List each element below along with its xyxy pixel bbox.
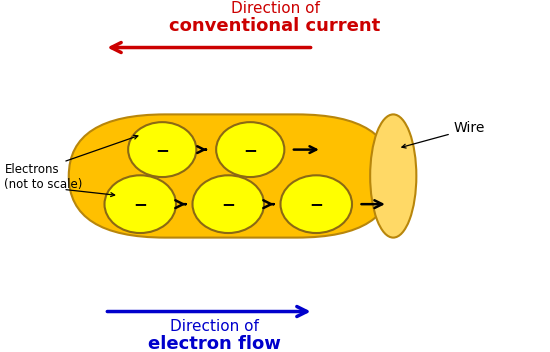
Ellipse shape xyxy=(192,175,264,233)
Text: −: − xyxy=(221,195,235,213)
Text: Electrons
(not to scale): Electrons (not to scale) xyxy=(4,163,83,191)
Text: −: − xyxy=(155,140,169,159)
Ellipse shape xyxy=(128,122,196,177)
Text: Direction of: Direction of xyxy=(170,319,259,334)
Text: −: − xyxy=(133,195,147,213)
Ellipse shape xyxy=(104,175,176,233)
Ellipse shape xyxy=(280,175,352,233)
Text: Wire: Wire xyxy=(454,121,485,136)
Text: Direction of: Direction of xyxy=(230,1,320,16)
Text: conventional current: conventional current xyxy=(169,17,381,36)
Text: −: − xyxy=(243,140,257,159)
Text: −: − xyxy=(309,195,323,213)
Ellipse shape xyxy=(216,122,284,177)
Ellipse shape xyxy=(370,114,416,238)
Text: electron flow: electron flow xyxy=(148,335,281,352)
FancyBboxPatch shape xyxy=(69,114,393,238)
